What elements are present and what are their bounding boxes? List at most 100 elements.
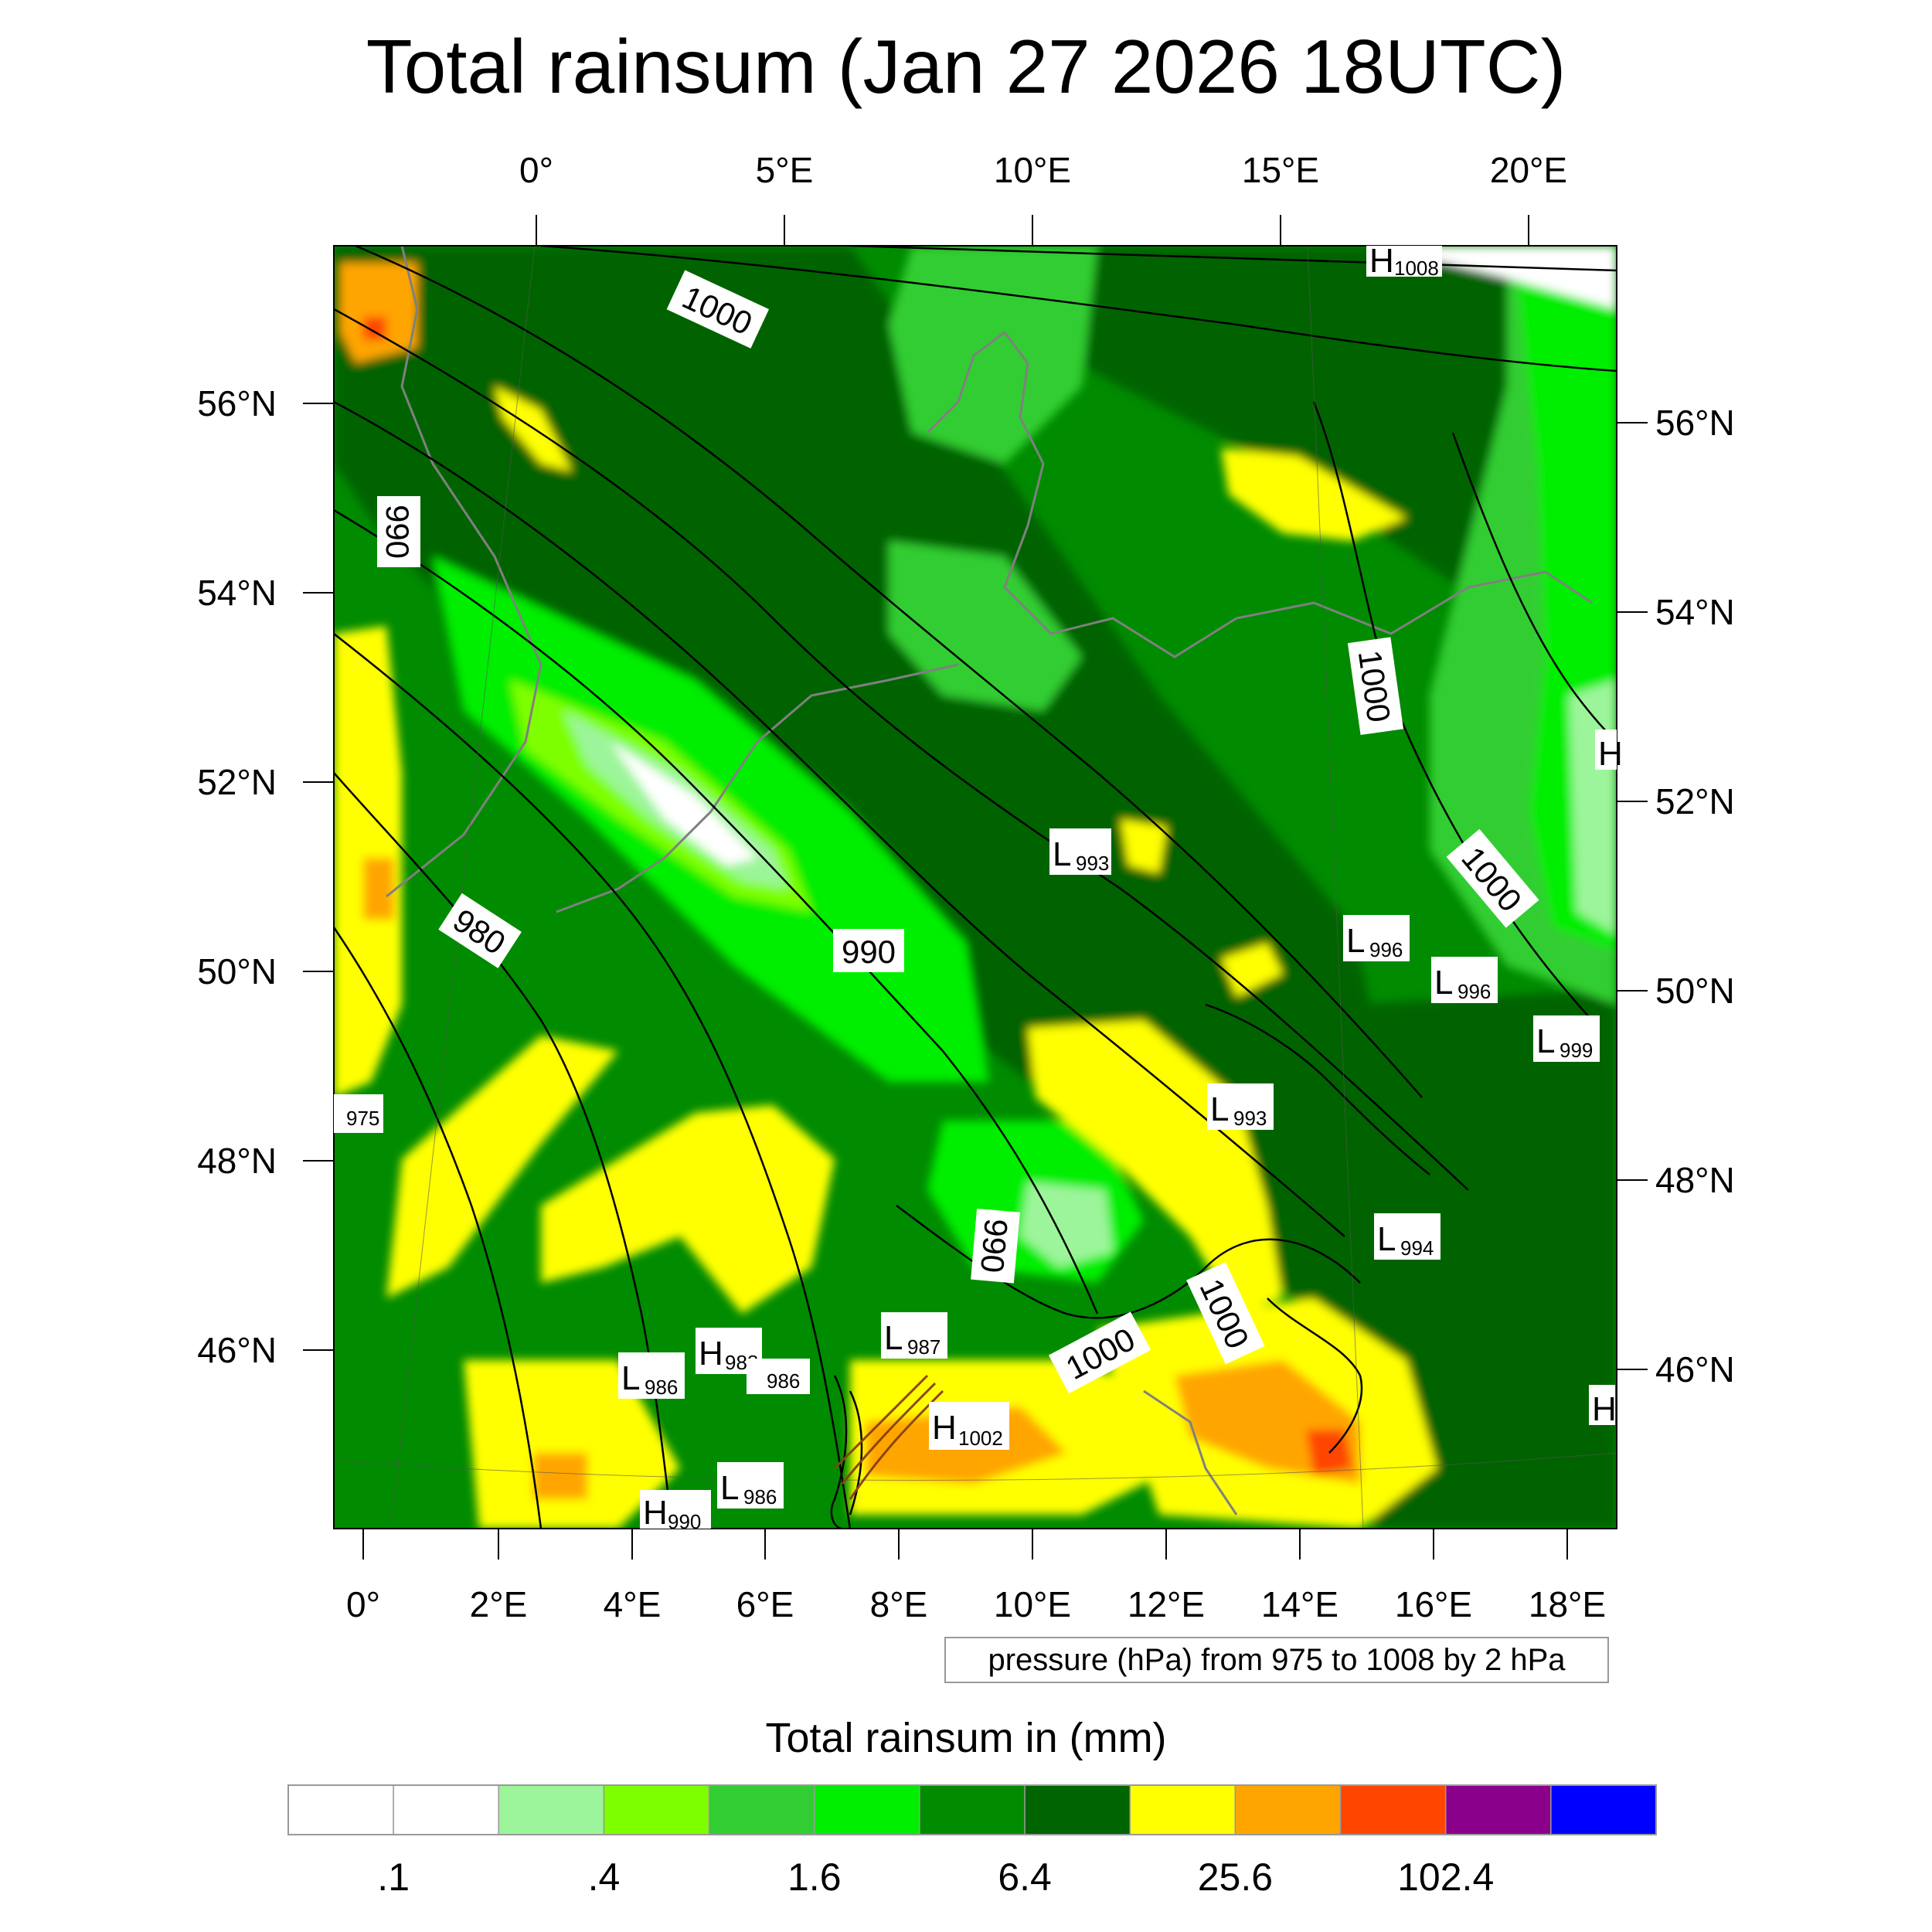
isobar-line [841, 1382, 937, 1485]
coastlines [386, 246, 1593, 1515]
tick-marks [303, 215, 1648, 1560]
rain-region-orange-channel [363, 858, 394, 920]
top-longitude-labels: 0° 5°E 10°E 15°E 20°E [519, 150, 1567, 190]
isobar-line [334, 308, 1469, 1191]
rain-region-dark-green-east [1005, 246, 1561, 618]
isobar-label-text: 990 [379, 505, 416, 559]
pressure-center-letter: H [1592, 1390, 1617, 1428]
bottom-lon-label: 12°E [1128, 1584, 1205, 1624]
colorbar-label: 6.4 [998, 1855, 1052, 1899]
pressure-center-box [1374, 1213, 1440, 1260]
colorbar-swatch [1339, 1784, 1447, 1835]
pressure-center-box [618, 1352, 685, 1399]
bottom-lon-label: 8°E [870, 1584, 928, 1624]
colorbar-swatch [919, 1784, 1026, 1835]
pressure-center: H 988 [696, 1328, 762, 1374]
rain-region-pale-alps [1020, 1182, 1113, 1267]
right-lat-label: 56°N [1655, 403, 1735, 443]
right-latitude-labels: 56°N 54°N 52°N 50°N 48°N 46°N [1655, 403, 1735, 1389]
colorbar-swatch [1129, 1784, 1236, 1835]
rain-region-orange-scotland [340, 263, 417, 363]
bottom-lon-label: 18°E [1529, 1584, 1606, 1624]
isobar-label: 1000 [1186, 1261, 1265, 1365]
pressure-center: L 994 [1374, 1213, 1440, 1260]
right-lat-label: 48°N [1655, 1160, 1735, 1200]
isobar-line [849, 1390, 863, 1515]
pressure-center-value: 993 [1076, 852, 1109, 875]
colorbar-label: 25.6 [1198, 1855, 1273, 1899]
isobar-line [540, 246, 1617, 372]
rain-region-dry-netherlands [611, 742, 757, 866]
left-latitude-labels: 56°N 54°N 52°N 50°N 48°N 46°N [197, 383, 277, 1370]
isobar-line [334, 927, 543, 1529]
colorbar-swatch [1234, 1784, 1342, 1835]
pressure-center: H 1008 [1366, 242, 1442, 280]
pressure-center-box [1049, 828, 1111, 875]
left-lat-label: 48°N [197, 1141, 277, 1181]
pressure-center: L 986 [717, 1462, 784, 1509]
right-lat-label: 50°N [1655, 971, 1735, 1011]
meridian-line [390, 246, 536, 1529]
pressure-center: H [1595, 730, 1623, 773]
rainfall-field [334, 246, 1617, 1529]
isobar-line [355, 246, 1423, 1098]
colorbar-swatch [498, 1784, 605, 1835]
isobar-line [1267, 1298, 1363, 1454]
colorbar-frame [287, 1784, 1657, 1835]
pressure-center: L 996 [1431, 957, 1498, 1003]
colorbar-swatch [814, 1784, 920, 1835]
isobar-label-box [1446, 828, 1539, 928]
pressure-center-letter: L [1346, 922, 1365, 960]
right-lat-label: 52°N [1655, 781, 1735, 821]
coastline-north-sea-continental [556, 663, 959, 913]
coastline-adriatic [1143, 1389, 1238, 1515]
rain-region-yellow-germany-spot [1121, 819, 1167, 873]
bottom-lon-label: 4°E [604, 1584, 662, 1624]
map-title: Total rainsum (Jan 27 2026 18UTC) [366, 24, 1566, 109]
isobar-label: 1000 [1347, 637, 1404, 736]
pressure-center-letter: H [699, 1335, 723, 1372]
pressure-center-value: 1002 [958, 1427, 1003, 1450]
isobar-line [833, 1374, 929, 1470]
isobar-label: 990 [833, 929, 904, 972]
pressure-center-letter: H [1369, 242, 1394, 280]
pressure-center: L 987 [881, 1312, 947, 1359]
colorbar-label: 102.4 [1397, 1855, 1494, 1899]
right-lat-label: 46°N [1655, 1349, 1735, 1389]
rain-region-yellow-baltic-sea [1221, 448, 1406, 541]
pressure-center-letter: L [1536, 1022, 1555, 1060]
isobar-label-box [971, 1208, 1020, 1284]
pressure-center-box [1343, 915, 1410, 961]
pressure-center-letter: H [1598, 735, 1623, 773]
coastline-baltic [926, 330, 1593, 658]
pressure-center-letter: L [720, 1469, 739, 1507]
rain-region-orange-france-south [533, 1453, 587, 1499]
pressure-center-value: 996 [1458, 980, 1491, 1003]
pressure-center: L 986 [618, 1352, 685, 1399]
pressure-center-value: 999 [1560, 1039, 1593, 1062]
pressure-center-letter: L [1053, 835, 1071, 873]
pressure-center-box [1533, 1015, 1600, 1062]
isobar-label-box [666, 270, 770, 349]
pressure-center-box [1431, 957, 1498, 1003]
pressure-center-box [717, 1462, 784, 1509]
colorbar-swatch [603, 1784, 710, 1835]
pressure-center: L 996 [1343, 915, 1410, 961]
meridian-line [1307, 246, 1364, 1529]
pressure-center-letter: L [1210, 1090, 1229, 1128]
pressure-center-letter: H [643, 1494, 668, 1532]
left-lat-label: 50°N [197, 951, 277, 992]
isobar-label-box [833, 929, 904, 972]
isobar-labels: 1000 990 1000 1000 980 990 990 1000 [377, 270, 1539, 1394]
isobar-label-box [377, 496, 420, 567]
colorbar: .1 .4 1.6 6.4 25.6 102.4 [287, 1784, 1657, 1899]
top-lon-label: 15°E [1242, 150, 1319, 190]
bottom-lon-label: 6°E [736, 1584, 794, 1624]
pressure-center: H 1002 [929, 1402, 1009, 1450]
isobar-line [334, 772, 674, 1529]
pressure-center-box [640, 1490, 711, 1529]
colorbar-swatch [708, 1784, 815, 1835]
pressure-center-box [1589, 1385, 1615, 1425]
isobar-label: 990 [377, 496, 420, 567]
